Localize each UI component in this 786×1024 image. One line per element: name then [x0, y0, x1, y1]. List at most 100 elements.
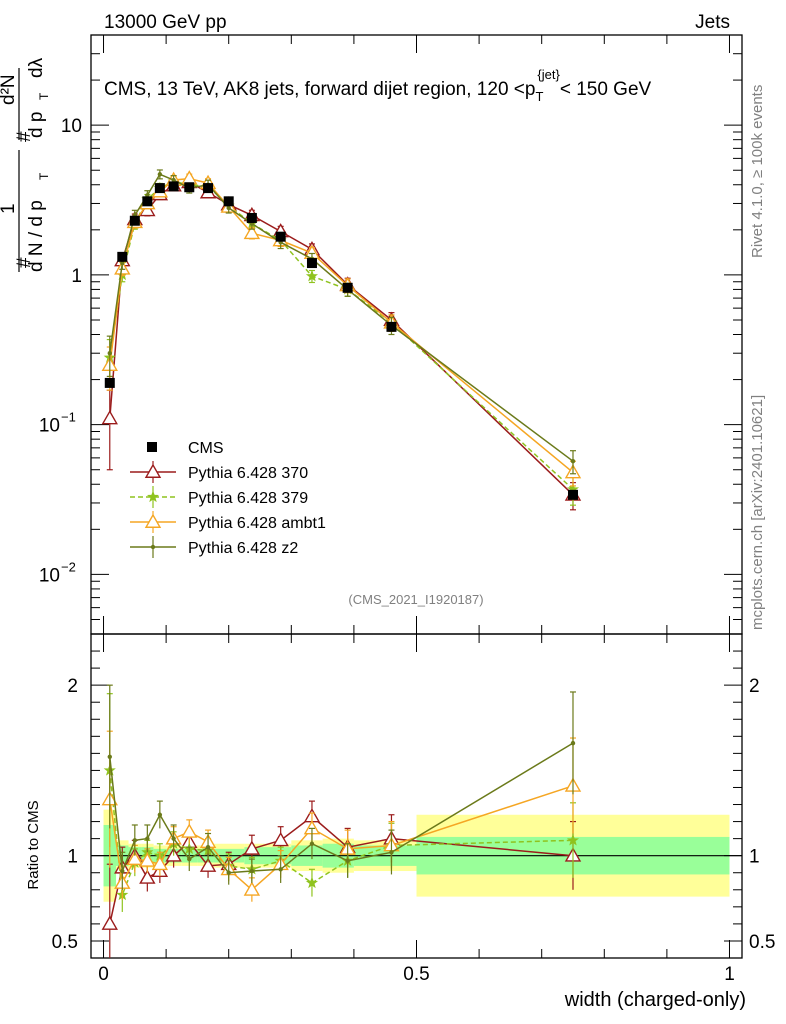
data-point-3	[142, 196, 153, 207]
ratio-uncertainty-bands	[91, 809, 742, 902]
analysis-id: (CMS_2021_I1920187)	[348, 592, 483, 607]
header-energy: 13000 GeV pp	[104, 12, 227, 33]
series-3-point-0	[107, 351, 112, 356]
ratio-3-point-3	[145, 836, 150, 841]
y-tick-exponent-1: −1	[61, 410, 76, 425]
data-point-6	[184, 182, 195, 193]
title-prefix: CMS, 13 TeV, AK8 jets, forward dijet reg…	[104, 79, 535, 100]
series-1-point-11	[305, 269, 319, 282]
main-series	[101, 169, 582, 511]
legend-label-1: Pythia 6.428 379	[188, 490, 308, 507]
ratio-3-point-8	[226, 870, 231, 875]
data-point-2	[129, 215, 140, 226]
ratio-3-point-7	[205, 844, 211, 850]
legend-label-3: Pythia 6.428 z2	[188, 540, 298, 557]
data-point-1	[117, 251, 128, 262]
ratio-0-point-0	[101, 915, 118, 930]
legend-marker-0	[144, 463, 162, 478]
data-point-12	[342, 282, 353, 293]
mcplots-label: mcplots.cern.ch [arXiv:2401.10621]	[749, 395, 766, 630]
ylabel-numerator: d²N	[0, 74, 19, 105]
legend: CMS Pythia 6.428 370 Pythia 6.428 379 Pythi…	[130, 440, 326, 558]
series-0-point-0	[101, 410, 118, 425]
legend-marker-data	[147, 442, 157, 452]
series-0	[101, 173, 582, 511]
ratio-tick-label-right-2: 2	[749, 676, 760, 697]
series-2-point-6	[181, 170, 198, 185]
legend-marker-3	[150, 544, 156, 550]
ratio-y-axis-label: Ratio to CMS	[25, 800, 42, 889]
ratio-3-point-2	[132, 838, 138, 843]
ylabel-one: 1	[0, 203, 19, 214]
ratio-frame	[90, 633, 743, 959]
y-tick-label-3: 10	[61, 116, 82, 137]
data-point-10	[275, 231, 286, 242]
title-sub: T	[535, 89, 543, 104]
legend-marker-1	[146, 490, 160, 503]
y-tick-label-1: 10	[39, 416, 60, 437]
ratio-tick-label-left-0: 0.5	[52, 932, 78, 953]
ratio-series	[101, 684, 582, 958]
data-point-0	[104, 377, 115, 388]
ratio-2-point-3	[139, 852, 156, 867]
y-tick-exponent-0: −2	[61, 559, 76, 574]
data-point-8	[223, 196, 234, 207]
ratio-2-point-6	[181, 823, 198, 838]
series-2-point-9	[243, 224, 261, 240]
chart-title: CMS, 13 TeV, AK8 jets, forward dijet reg…	[104, 67, 652, 104]
ratio-2-point-2	[126, 850, 144, 866]
ratio-tick-label-right-1: 1	[749, 847, 760, 868]
ratio-3-point-0	[107, 754, 112, 759]
series-line-1	[109, 180, 574, 490]
series-3-point-1	[120, 260, 125, 266]
ylabel-hash-2: #	[14, 131, 35, 142]
ylabel-dlambda: dλ	[26, 57, 47, 78]
series-3-point-4	[157, 172, 163, 177]
y-axis-label: # 1 d N / d p T # d²N d p T dλ	[0, 57, 51, 272]
title-suffix: < 150 GeV	[560, 79, 652, 100]
ratio-2-point-9	[243, 881, 261, 896]
ylabel-dn: d N / d p	[26, 200, 47, 272]
ratio-tick-label-right-0: 0.5	[749, 932, 775, 953]
data-point-14	[567, 489, 578, 500]
ratio-3-point-6	[187, 856, 192, 862]
legend-label-data: CMS	[188, 440, 224, 457]
ratio-series-3	[106, 684, 576, 890]
legend-label-0: Pythia 6.428 370	[188, 465, 308, 482]
ylabel-hash: #	[14, 257, 35, 268]
ratio-0-point-7	[199, 857, 217, 872]
legend-marker-2	[144, 513, 162, 528]
rivet-version-label: Rivet 4.1.0, ≥ 100k events	[749, 85, 766, 258]
title-text: CMS, 13 TeV, AK8 jets, forward dijet reg…	[104, 67, 652, 104]
data-series	[104, 181, 578, 500]
ylabel-denom-sub: T	[37, 92, 51, 100]
ratio-1-point-14	[566, 833, 580, 846]
ratio-3-point-14	[570, 740, 576, 746]
x-axis-label: width (charged-only)	[564, 989, 746, 1011]
x-tick-label-1: 0.5	[403, 964, 429, 985]
ylabel-dn-sub: T	[37, 172, 51, 180]
y-tick-label-2: 1	[71, 266, 82, 287]
ratio-3-point-11	[309, 841, 315, 846]
ratio-3-point-12	[345, 858, 350, 863]
header-category: Jets	[695, 12, 730, 33]
series-2	[101, 170, 582, 487]
ratio-3-point-13	[389, 850, 394, 855]
ratio-tick-label-left-2: 2	[67, 676, 78, 697]
ratio-1-point-11	[305, 876, 319, 889]
ratio-0-point-9	[243, 840, 261, 855]
series-1	[103, 175, 580, 506]
data-point-9	[246, 212, 257, 223]
data-point-4	[154, 183, 165, 194]
data-point-11	[306, 258, 317, 269]
ratio-2-point-4	[151, 855, 169, 871]
title-sup: {jet}	[537, 67, 560, 82]
ratio-3-point-10	[278, 867, 283, 872]
x-tick-label-2: 1	[724, 964, 735, 985]
ratio-3-point-9	[249, 868, 255, 874]
legend-label-2: Pythia 6.428 ambt1	[188, 515, 326, 532]
series-3-point-14	[570, 459, 576, 464]
ratio-tick-label-left-1: 1	[67, 847, 78, 868]
